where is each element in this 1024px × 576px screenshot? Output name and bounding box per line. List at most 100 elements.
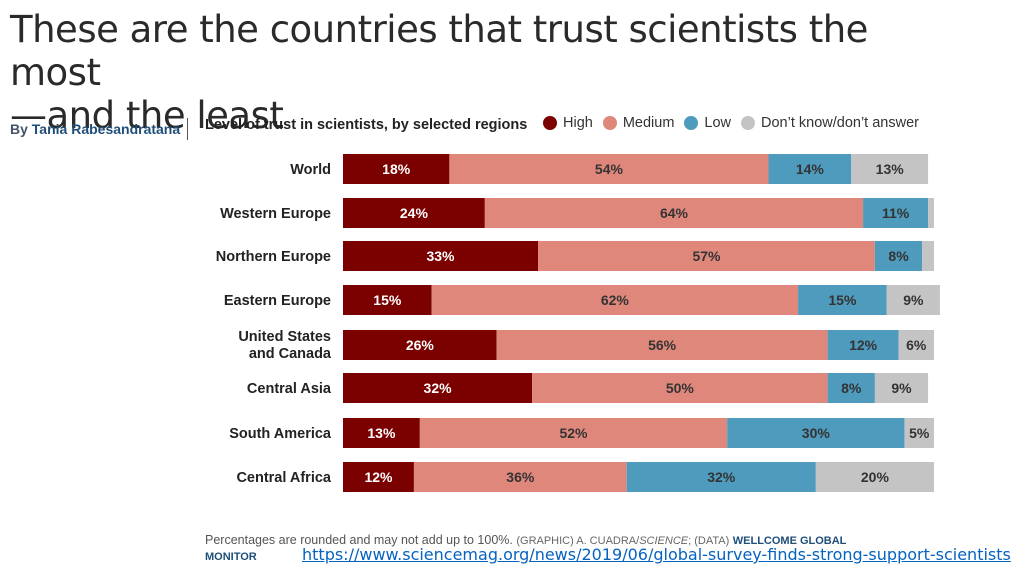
data-label: 56% bbox=[648, 337, 677, 353]
bar-segment-low bbox=[827, 330, 899, 360]
bar-segment-medium bbox=[496, 330, 828, 360]
data-label: 30% bbox=[802, 425, 831, 441]
category-label: Western Europe bbox=[220, 206, 331, 222]
chart-footnote: Percentages are rounded and may not add … bbox=[205, 530, 925, 551]
data-label: 15% bbox=[828, 292, 857, 308]
footnote-monitor-a: WELLCOME GLOBAL bbox=[732, 535, 847, 547]
data-label: 15% bbox=[373, 292, 402, 308]
data-label: 24% bbox=[400, 205, 429, 221]
bar-segment-medium bbox=[431, 285, 799, 315]
bar-segment-dont-know bbox=[904, 418, 934, 448]
data-label: 57% bbox=[692, 248, 721, 264]
data-label: 12% bbox=[849, 337, 878, 353]
category-label: Eastern Europe bbox=[224, 293, 331, 309]
data-label: 20% bbox=[861, 469, 890, 485]
data-label: 9% bbox=[903, 292, 924, 308]
data-label: 8% bbox=[888, 248, 909, 264]
data-label: 33% bbox=[426, 248, 455, 264]
bar-segment-low bbox=[626, 462, 816, 492]
footnote-main: Percentages are rounded and may not add … bbox=[205, 533, 513, 547]
legend-label: Don’t know/don’t answer bbox=[761, 115, 919, 131]
data-label: 8% bbox=[841, 380, 862, 396]
legend-item: Medium bbox=[602, 115, 675, 131]
legend-label: Low bbox=[704, 115, 732, 131]
bar-segment-dont-know bbox=[874, 373, 929, 403]
category-label: Central Africa bbox=[236, 470, 331, 486]
data-label: 11% bbox=[882, 205, 910, 221]
bar-segment-low bbox=[874, 241, 923, 271]
data-label: 64% bbox=[660, 205, 689, 221]
bar-segment-low bbox=[863, 198, 929, 228]
bar-segment-high bbox=[343, 418, 420, 448]
bar-segment-high bbox=[343, 198, 485, 228]
data-label: 5% bbox=[909, 425, 930, 441]
category-label: South America bbox=[229, 426, 332, 442]
bar-segment-dont-know bbox=[851, 154, 929, 184]
legend-item: High bbox=[543, 115, 593, 131]
data-label: 54% bbox=[595, 161, 624, 177]
bar-segment-low bbox=[827, 373, 875, 403]
chart-legend: High Medium Low Don’t know/don’t answer bbox=[543, 115, 929, 131]
bar-segment-dont-know bbox=[886, 285, 940, 315]
legend-item: Don’t know/don’t answer bbox=[741, 115, 919, 131]
footnote-monitor-b: MONITOR bbox=[205, 551, 257, 563]
data-label: 12% bbox=[364, 469, 393, 485]
bar-segment-dont-know bbox=[815, 462, 934, 492]
bar-segment-dont-know bbox=[928, 198, 934, 228]
bar-segment-high bbox=[343, 373, 533, 403]
bar-segment-medium bbox=[538, 241, 875, 271]
bar-segment-medium bbox=[449, 154, 769, 184]
category-label: World bbox=[290, 162, 331, 178]
footnote-source-a: (GRAPHIC) A. CUADRA/ bbox=[516, 535, 640, 547]
title-line-1: These are the countries that trust scien… bbox=[10, 8, 868, 94]
category-label: United States and Canada bbox=[238, 329, 332, 362]
chart-title: These are the countries that trust scien… bbox=[10, 8, 910, 137]
legend-label: Medium bbox=[622, 115, 675, 131]
byline-prefix: By bbox=[10, 121, 32, 137]
data-label: 18% bbox=[382, 161, 411, 177]
bar-segment-low bbox=[768, 154, 852, 184]
legend-swatch bbox=[543, 116, 557, 130]
source-url-link[interactable]: https://www.sciencemag.org/news/2019/06/… bbox=[302, 545, 1011, 564]
data-label: 32% bbox=[707, 469, 736, 485]
footnote-source-c: ; (DATA) bbox=[688, 535, 730, 547]
data-label: 62% bbox=[601, 292, 630, 308]
data-label: 9% bbox=[891, 380, 912, 396]
byline-divider bbox=[187, 118, 188, 140]
data-label: 52% bbox=[559, 425, 588, 441]
footnote-source-b: SCIENCE bbox=[639, 535, 689, 547]
bar-segment-high bbox=[343, 462, 414, 492]
data-label: 32% bbox=[424, 380, 453, 396]
title-line-2: —and the least bbox=[10, 94, 284, 137]
data-label: 6% bbox=[906, 337, 927, 353]
category-label: Northern Europe bbox=[216, 249, 331, 265]
data-label: 13% bbox=[367, 425, 396, 441]
bar-segment-dont-know bbox=[898, 330, 934, 360]
legend-swatch bbox=[741, 116, 756, 130]
category-label: Central Asia bbox=[247, 381, 332, 397]
data-label: 50% bbox=[666, 380, 695, 396]
legend-item: Low bbox=[684, 115, 731, 131]
bar-segment-low bbox=[727, 418, 905, 448]
bar-segment-high bbox=[343, 154, 450, 184]
chart-subtitle: Level of trust in scientists, by selecte… bbox=[205, 117, 528, 133]
legend-swatch bbox=[684, 116, 699, 130]
data-label: 13% bbox=[876, 161, 905, 177]
legend-swatch bbox=[602, 116, 617, 130]
bar-segment-medium bbox=[484, 198, 864, 228]
bar-segment-dont-know bbox=[922, 241, 934, 271]
bar-segment-high bbox=[343, 241, 539, 271]
bar-segment-medium bbox=[413, 462, 627, 492]
byline-author[interactable]: Tania Rabesandratana bbox=[31, 121, 181, 137]
data-label: 36% bbox=[506, 469, 535, 485]
bar-segment-medium bbox=[419, 418, 728, 448]
bar-segment-high bbox=[343, 285, 432, 315]
data-label: 14% bbox=[796, 161, 825, 177]
byline: By Tania Rabesandratana bbox=[10, 121, 180, 137]
legend-label: High bbox=[563, 115, 593, 131]
data-label: 26% bbox=[406, 337, 435, 353]
bar-segment-low bbox=[798, 285, 887, 315]
bar-segment-medium bbox=[532, 373, 828, 403]
bar-segment-high bbox=[343, 330, 497, 360]
